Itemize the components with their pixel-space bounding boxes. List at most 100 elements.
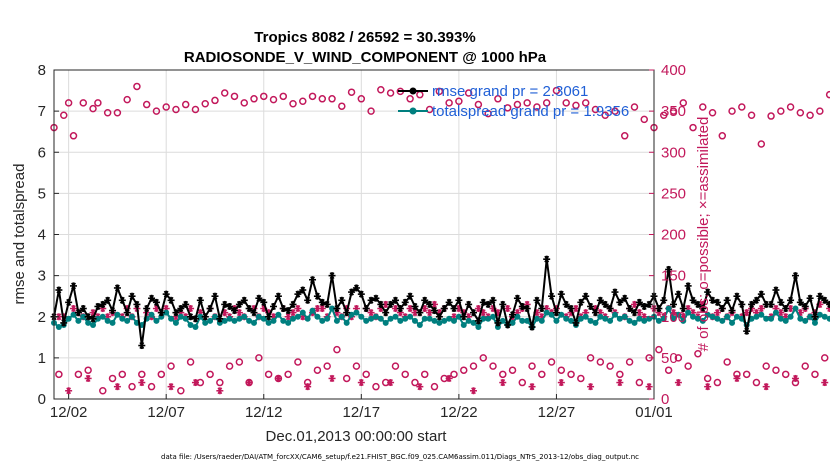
rmse-point [489,296,497,304]
obs-possible-point [289,99,297,108]
obs-possible-point [313,366,322,374]
totalspread-point [685,309,692,316]
totalspread-point [177,313,184,320]
obs-possible-point [318,95,327,103]
obs-possible-point [455,97,463,106]
rmse-point [679,305,687,313]
rmse-point [196,296,204,304]
totalspread-point [729,319,736,326]
totalspread-point [377,315,384,322]
obs-possible-point [260,92,268,101]
obs-possible-point [225,362,234,370]
totalspread-point [411,317,418,324]
rmse-point [152,298,160,306]
totalspread-point [641,317,648,324]
rmse-point [55,286,63,294]
obs-assimilated-point [704,383,712,391]
obs-possible-point [591,105,600,114]
obs-assimilated-point [421,305,429,313]
obs-possible-point [240,99,248,107]
obs-possible-point [825,90,830,99]
totalspread-point [270,317,277,324]
obs-possible-point [562,99,570,107]
obs-possible-point [777,107,785,115]
rmse-point [430,307,438,315]
obs-possible-point [216,378,224,387]
totalspread-point [368,315,375,322]
obs-assimilated-point [284,313,292,321]
rmse-point [60,319,68,327]
y2-tick-label: 200 [661,227,686,244]
x-tick-label: 12/12 [245,404,283,421]
rmse-point [674,290,682,298]
rmse-point [387,300,395,308]
obs-assimilated-point [387,379,395,387]
totalspread-point [621,313,628,320]
obs-assimilated-point [235,309,243,317]
totalspread-point [99,313,106,320]
rmse-point [665,265,673,273]
totalspread-point [485,315,492,322]
obs-possible-point [484,109,492,118]
obs-possible-point [669,107,678,115]
rmse-point [772,286,780,294]
rmse-point [323,300,331,308]
totalspread-point [772,309,779,316]
y2-tick-label: 50 [661,350,678,367]
totalspread-point [319,317,326,324]
totalspread-point [802,317,809,324]
obs-possible-point [772,366,780,374]
rmse-point [352,284,360,292]
totalspread-point [694,315,701,322]
totalspread-point [421,315,428,322]
totalspread-point [675,311,682,318]
obs-possible-point [762,362,770,370]
rmse-point [84,313,92,321]
rmse-point [748,300,756,308]
rmse-point [284,307,292,315]
rmse-point [606,305,614,313]
obs-possible-point [479,354,488,362]
y2-tick-label: 100 [661,309,686,326]
rmse-point [235,300,243,308]
obs-possible-point [469,362,478,370]
obs-possible-point [796,109,805,117]
totalspread-point [246,317,253,324]
obs-assimilated-point [504,305,512,313]
totalspread-point [187,321,194,328]
obs-assimilated-point [167,383,175,391]
obs-possible-point [684,362,692,370]
totalspread-point [724,313,731,320]
rmse-point [426,300,434,308]
obs-assimilated-point [313,305,321,313]
rmse-point [460,313,468,321]
obs-possible-point [674,354,683,362]
obs-possible-point [655,345,663,354]
totalspread-point [665,305,672,312]
rmse-point [382,309,390,317]
rmse-point [230,307,238,315]
obs-possible-point [338,102,346,110]
y-tick-label: 8 [38,62,46,79]
obs-possible-point [74,370,83,379]
rmse-point [713,298,721,306]
rmse-point [655,305,663,313]
rmse-point [816,292,824,300]
obs-possible-point [445,99,453,107]
series-obs-possible [50,82,830,395]
totalspread-point [416,321,423,328]
totalspread-point [758,311,765,318]
rmse-point [128,292,136,300]
obs-assimilated-point [645,383,653,391]
totalspread-point [577,315,584,322]
obs-possible-point [503,104,512,112]
obs-possible-point [250,95,258,103]
rmse-point [113,284,121,292]
obs-possible-point [391,362,400,370]
totalspread-point [441,317,448,324]
obs-assimilated-point [557,379,565,387]
totalspread-point [524,317,531,324]
totalspread-point [382,319,389,326]
obs-possible-point [460,366,468,374]
